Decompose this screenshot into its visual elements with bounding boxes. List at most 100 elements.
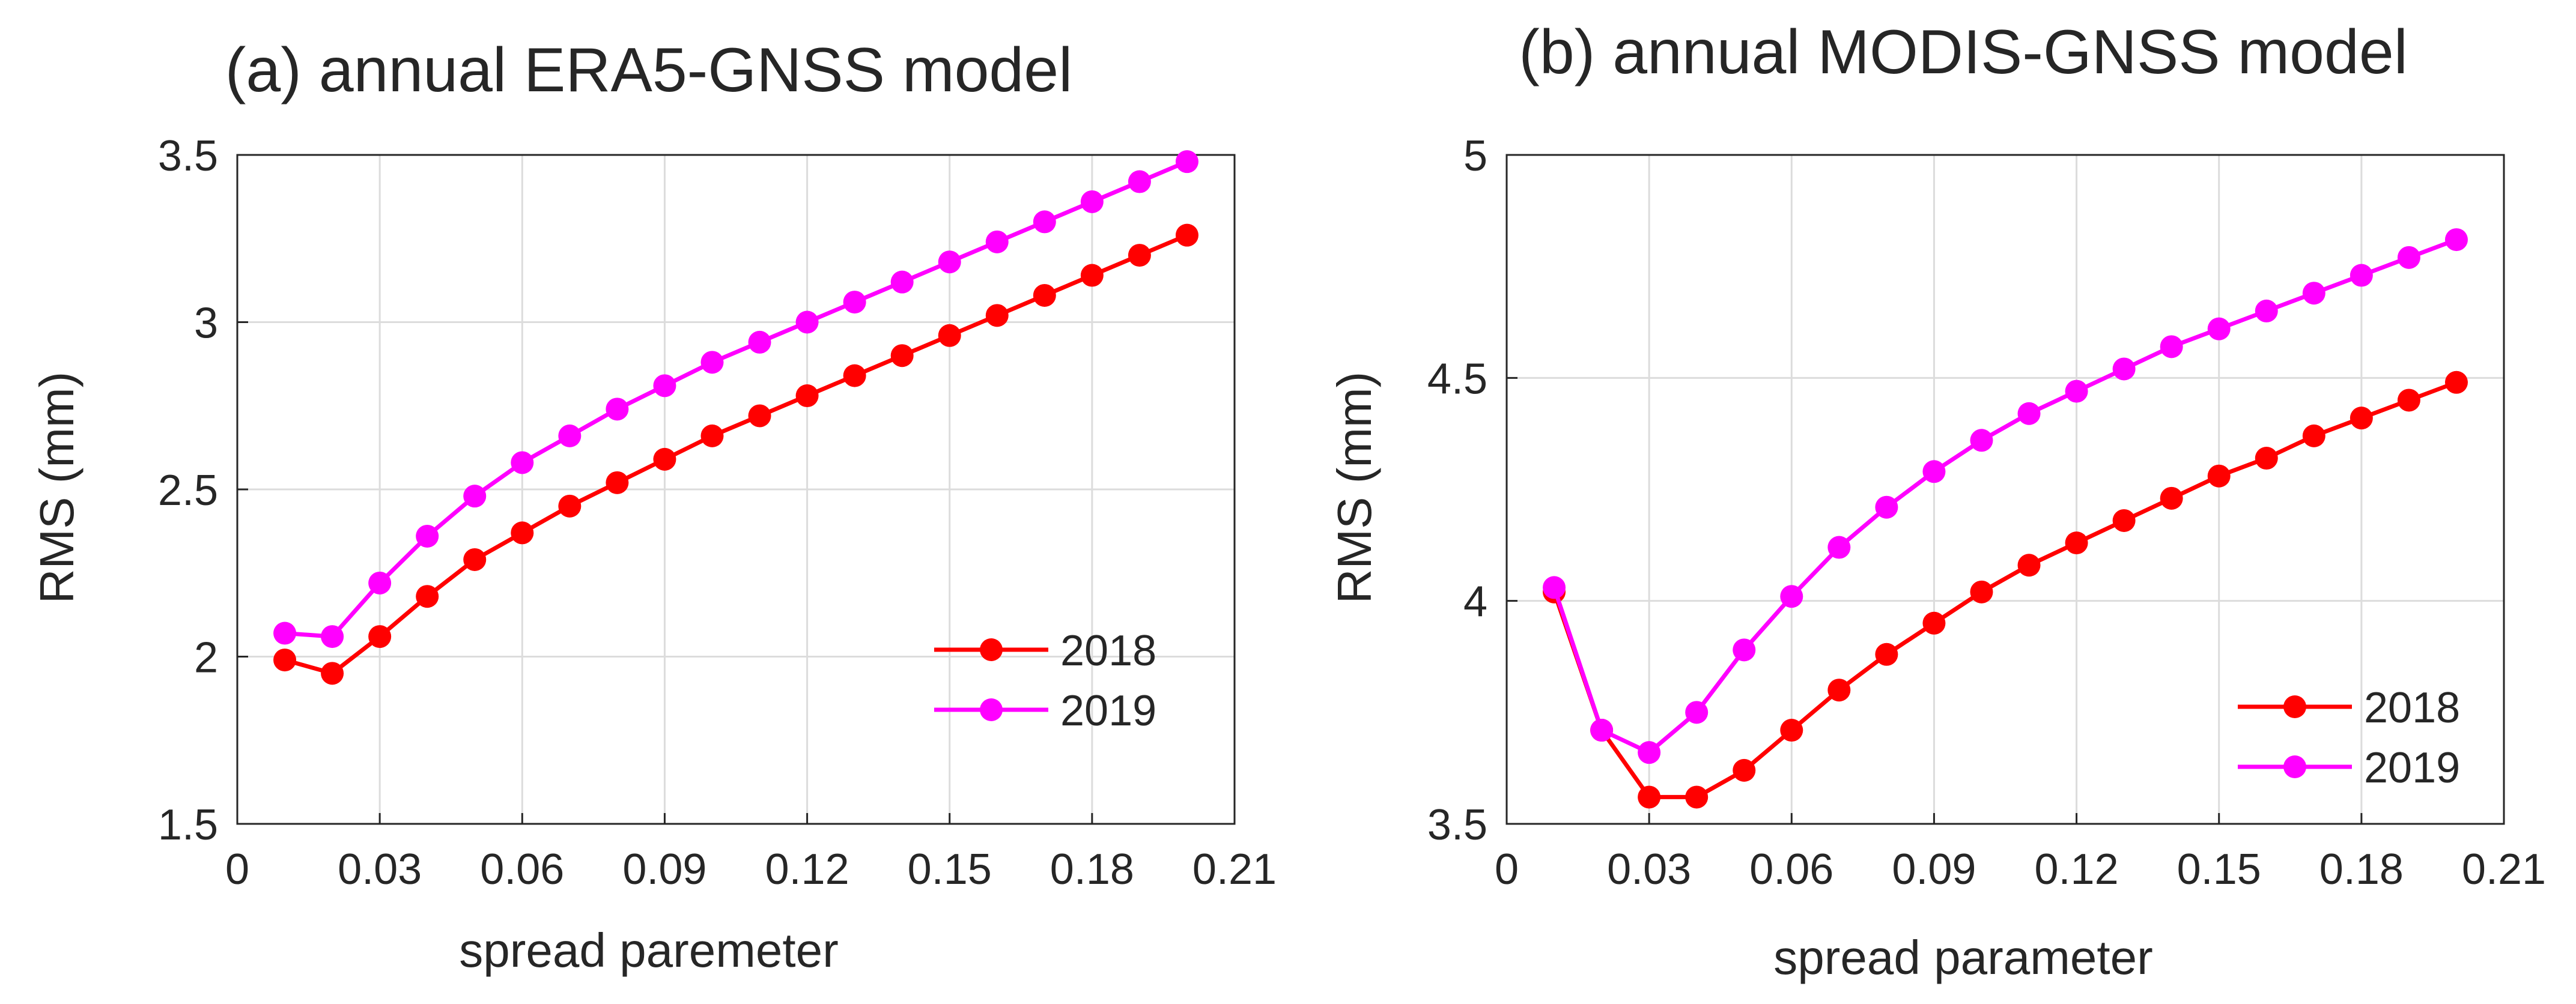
- data-point-2019: [985, 230, 1009, 253]
- data-point-2018: [463, 548, 487, 571]
- data-point-2018: [1175, 223, 1198, 247]
- data-point-2018: [2065, 531, 2088, 555]
- y-tick-label: 1.5: [158, 801, 218, 849]
- data-point-2018: [2397, 389, 2420, 412]
- data-point-2018: [2350, 407, 2373, 430]
- chart-panel-a: (a) annual ERA5-GNSS model 0 0.03 0.06 0.09…: [30, 35, 1277, 977]
- x-tick-label: 0: [225, 845, 249, 894]
- legend-marker-2019: [2283, 755, 2306, 778]
- data-point-2018: [2207, 464, 2231, 488]
- data-point-2018: [368, 625, 392, 649]
- x-tick-label: 0.03: [1607, 845, 1691, 894]
- data-point-2019: [795, 310, 819, 334]
- data-point-2019: [2207, 317, 2231, 340]
- chart-title: (a) annual ERA5-GNSS model: [225, 35, 1072, 105]
- legend-label-2018: 2018: [1060, 627, 1156, 675]
- data-point-2018: [1080, 264, 1104, 287]
- x-tick-label: 0.03: [338, 845, 422, 894]
- data-point-2019: [1543, 576, 1566, 599]
- data-point-2019: [1827, 536, 1851, 559]
- data-point-2019: [2160, 335, 2183, 358]
- data-point-2019: [1875, 495, 1898, 519]
- data-point-2019: [700, 351, 724, 374]
- y-tick-label: 2: [194, 634, 218, 682]
- data-point-2018: [1638, 785, 1661, 809]
- x-tick-label: 0.06: [1749, 845, 1833, 894]
- data-point-2018: [1733, 758, 1756, 782]
- data-point-2019: [1590, 719, 1614, 742]
- data-point-2019: [2017, 402, 2041, 425]
- data-point-2019: [416, 524, 439, 548]
- data-point-2019: [1175, 150, 1198, 174]
- data-point-2019: [653, 374, 676, 398]
- x-tick-label: 0.21: [1192, 845, 1277, 894]
- y-tick-label: 5: [1463, 132, 1487, 180]
- y-tick-label: 3.5: [1427, 801, 1487, 849]
- x-tick-label: 0.09: [622, 845, 706, 894]
- data-point-2019: [1780, 585, 1803, 608]
- data-point-2019: [1638, 741, 1661, 764]
- data-point-2018: [938, 324, 961, 347]
- legend-marker-2018: [980, 638, 1003, 661]
- x-tick-label: 0.09: [1892, 845, 1976, 894]
- data-point-2018: [700, 424, 724, 447]
- y-axis-label: RMS (mm): [1328, 372, 1381, 604]
- data-point-2019: [1080, 190, 1104, 213]
- y-tick-label: 4: [1463, 578, 1487, 626]
- y-axis-label: RMS (mm): [30, 372, 84, 604]
- y-tick-label: 2.5: [158, 467, 218, 515]
- series-layer: [273, 150, 1198, 685]
- axis-ticks: 0 0.03 0.06 0.09 0.12 0.15 0.18 0.21 1.5 2 2.5 3 3.5: [158, 132, 1277, 894]
- axis-ticks: 0 0.03 0.06 0.09 0.12 0.15 0.18 0.21 3.5 4 4.5 5: [1427, 132, 2546, 894]
- x-axis-label: spread paremeter: [459, 924, 838, 977]
- data-point-2019: [558, 424, 582, 447]
- data-point-2018: [890, 344, 914, 367]
- x-tick-label: 0.18: [1050, 845, 1134, 894]
- data-point-2019: [843, 291, 866, 314]
- series-line-2019: [284, 159, 1188, 639]
- data-point-2018: [558, 494, 582, 518]
- x-tick-label: 0.06: [480, 845, 564, 894]
- data-point-2019: [938, 250, 961, 274]
- data-point-2018: [321, 662, 344, 685]
- data-point-2019: [1970, 429, 1993, 452]
- legend-label-2019: 2019: [1060, 687, 1156, 735]
- data-point-2018: [1875, 643, 1898, 666]
- x-tick-label: 0.21: [2462, 845, 2546, 894]
- data-point-2019: [748, 330, 771, 354]
- data-point-2018: [2255, 447, 2278, 470]
- y-tick-label: 4.5: [1427, 355, 1487, 403]
- data-point-2019: [368, 571, 392, 594]
- data-point-2019: [2397, 246, 2420, 269]
- data-point-2018: [985, 304, 1009, 327]
- data-point-2019: [890, 270, 914, 294]
- data-point-2019: [1922, 460, 1946, 483]
- data-point-2018: [1970, 580, 1993, 603]
- data-point-2018: [2444, 370, 2468, 394]
- data-point-2018: [511, 521, 534, 545]
- data-point-2019: [321, 625, 344, 649]
- x-tick-label: 0.18: [2319, 845, 2404, 894]
- data-point-2019: [2350, 264, 2373, 287]
- legend: 2018 2019: [2238, 684, 2460, 792]
- data-point-2018: [1685, 785, 1709, 809]
- legend: 2018 2019: [934, 627, 1156, 735]
- data-point-2018: [1128, 244, 1151, 267]
- data-point-2019: [2302, 282, 2325, 305]
- data-point-2018: [2160, 486, 2183, 510]
- data-point-2019: [1128, 170, 1151, 193]
- data-point-2018: [416, 585, 439, 608]
- chart-title: (b) annual MODIS-GNSS model: [1519, 17, 2408, 87]
- series-layer: [1543, 228, 2468, 809]
- data-point-2018: [653, 447, 676, 471]
- legend-marker-2018: [2283, 695, 2306, 718]
- x-tick-label: 0.12: [2035, 845, 2119, 894]
- legend-label-2018: 2018: [2364, 684, 2460, 732]
- x-tick-label: 0.15: [908, 845, 992, 894]
- data-point-2019: [273, 621, 297, 645]
- data-point-2019: [1685, 701, 1709, 724]
- series-line-2019: [1552, 237, 2458, 755]
- data-point-2019: [1733, 638, 1756, 662]
- plot-frame: [1505, 154, 2505, 825]
